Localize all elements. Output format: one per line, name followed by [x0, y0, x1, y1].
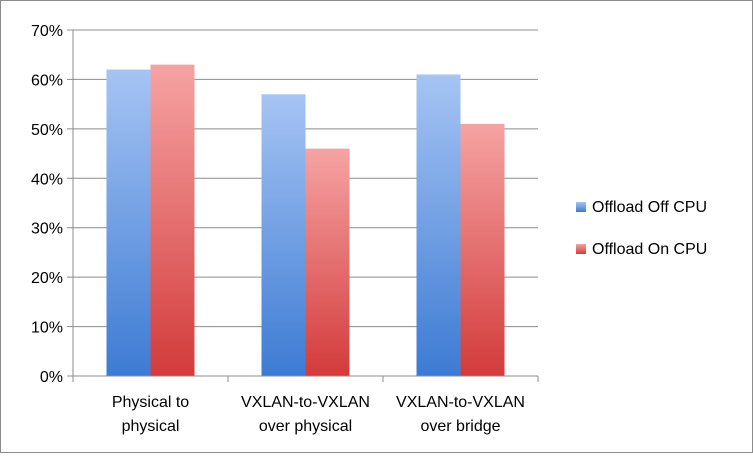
- legend-swatch: [576, 202, 586, 212]
- legend-swatch: [576, 244, 586, 254]
- y-tick-label: 0%: [40, 369, 63, 386]
- x-tick-label: Physical to: [112, 394, 189, 411]
- y-tick-label: 60%: [31, 72, 63, 89]
- bar-offload-on: [305, 148, 350, 376]
- y-tick-label: 10%: [31, 320, 63, 337]
- legend-label: Offload On CPU: [592, 241, 707, 258]
- x-tick-label: VXLAN-to-VXLAN: [396, 394, 525, 411]
- y-tick-label: 20%: [31, 270, 63, 287]
- x-tick-labels: Physical to physical VXLAN-to-VXLAN over ph…: [112, 394, 525, 435]
- bar-offload-off: [106, 69, 151, 377]
- bars: [106, 64, 505, 377]
- x-tick-label: physical: [122, 418, 180, 435]
- y-tick-label: 70%: [31, 23, 63, 40]
- bar-offload-off: [416, 74, 461, 376]
- legend: Offload Off CPU Offload On CPU: [576, 199, 707, 258]
- bar-offload-on: [150, 64, 195, 376]
- bar-offload-on: [460, 123, 505, 377]
- axes: [67, 29, 539, 382]
- y-tick-labels: 0% 10% 20% 30% 40% 50% 60% 70%: [31, 23, 63, 386]
- x-tick-label: over physical: [259, 418, 352, 435]
- bar-offload-off: [261, 94, 306, 376]
- x-tick-label: over bridge: [420, 418, 500, 435]
- y-tick-label: 30%: [31, 221, 63, 238]
- x-tick-label: VXLAN-to-VXLAN: [241, 394, 370, 411]
- y-tick-label: 40%: [31, 171, 63, 188]
- y-tick-label: 50%: [31, 122, 63, 139]
- legend-label: Offload Off CPU: [592, 199, 707, 216]
